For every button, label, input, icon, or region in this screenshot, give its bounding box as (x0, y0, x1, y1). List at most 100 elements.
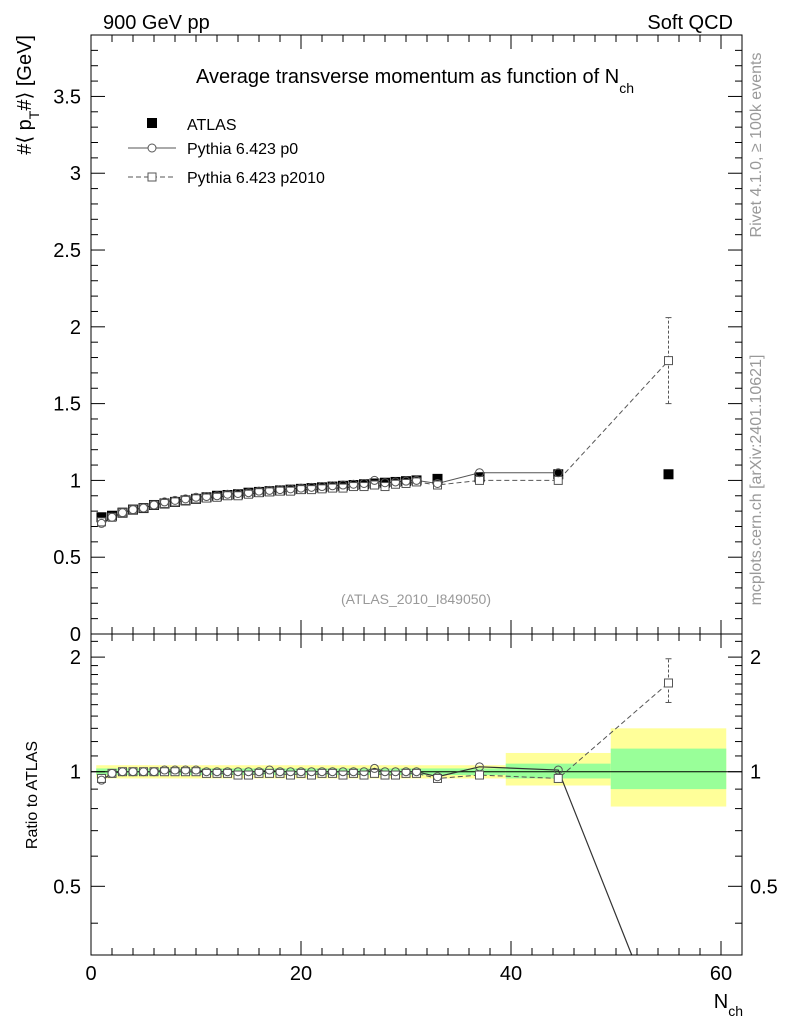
ratio-point-p0 (212, 767, 222, 777)
data-point-atlas (663, 469, 674, 480)
data-point-p2010 (317, 484, 327, 494)
x-tick-label: 40 (500, 963, 522, 985)
data-point-p0 (118, 508, 127, 518)
ratio-x-ticks: 0 20 40 60 (85, 634, 743, 985)
ratio-point-p2010 (433, 773, 442, 783)
ratio-point-p0 (412, 767, 421, 777)
ratio-y-axis-label: Ratio to ATLAS (24, 741, 41, 849)
data-point-p0 (107, 512, 117, 522)
main-y-tick-label: 1.5 (53, 394, 81, 416)
ratio-point-p0 (380, 767, 390, 777)
ratio-point-p0 (265, 765, 274, 775)
ratio-point-p0 (349, 767, 358, 777)
ratio-point-p2010 (391, 770, 400, 780)
ratio-point-p2010 (286, 770, 295, 780)
ratio-point-p2010 (664, 678, 673, 688)
legend-label-p2010: Pythia 6.423 p2010 (187, 170, 325, 187)
ratio-point-p0 (286, 767, 295, 777)
data-point-p2010 (307, 485, 316, 495)
legend-label-atlas: ATLAS (187, 117, 237, 134)
data-point-p0 (160, 497, 169, 507)
header-right: Soft QCD (647, 12, 733, 34)
header-left: 900 GeV pp (103, 12, 210, 34)
legend-marker-p0 (147, 143, 157, 153)
data-point-p0 (191, 492, 201, 502)
data-point-p2010 (553, 475, 563, 485)
ratio-point-p0 (307, 767, 316, 777)
x-tick-label: 20 (290, 963, 312, 985)
data-point-p0 (296, 483, 306, 493)
data-point-p0 (475, 468, 484, 478)
data-point-p2010 (359, 482, 369, 492)
ratio-line-p0 (101, 766, 633, 956)
data-point-p0 (170, 495, 180, 505)
data-point-p2010 (286, 486, 295, 496)
ratio-point-p0 (160, 765, 169, 775)
ratio-point-p0 (296, 767, 306, 777)
y-axis-label: #⟨ pT#⟩ [GeV] (14, 35, 42, 155)
data-point-p0 (202, 492, 211, 502)
data-point-p0 (391, 477, 400, 487)
ratio-band-inner (610, 748, 727, 790)
data-point-p0 (223, 489, 232, 499)
ratio-point-p2010 (380, 770, 390, 780)
data-point-p0 (275, 485, 285, 495)
main-y-tick-label: 0.5 (53, 547, 81, 569)
main-y-tick-label: 2.5 (53, 240, 81, 262)
main-y-ticks: 0 0.5 1 1.5 2 2.5 3 3.5 (53, 49, 742, 646)
ratio-y-tick-label-right: 0.5 (750, 876, 778, 898)
ratio-point-p0 (359, 767, 369, 777)
chart-title-sub: ch (619, 80, 634, 96)
data-point-p0 (307, 482, 316, 492)
ratio-point-p0 (401, 767, 411, 777)
ratio-point-p0 (191, 765, 201, 775)
ratio-y-tick-label-right: 1 (750, 762, 761, 784)
data-point-atlas (553, 469, 564, 480)
ratio-point-p0 (118, 767, 127, 777)
data-point-p0 (401, 476, 411, 486)
data-point-p0 (359, 478, 369, 488)
data-point-p0 (139, 503, 148, 513)
ratio-point-p0 (475, 762, 484, 772)
data-point-p0 (412, 475, 421, 485)
ratio-point-p0 (275, 767, 285, 777)
data-point-p0 (338, 480, 348, 490)
ratio-point-p2010 (370, 768, 379, 778)
ratio-point-p0 (233, 767, 243, 777)
x-tick-label: 0 (85, 963, 96, 985)
data-point-atlas (432, 473, 443, 484)
main-y-tick-label: 3.5 (53, 86, 81, 108)
ratio-point-p0 (328, 767, 337, 777)
ratio-point-p0 (553, 765, 563, 775)
ratio-point-p0 (181, 765, 190, 775)
ratio-point-p2010 (475, 770, 484, 780)
chart-title: Average transverse momentum as function … (196, 66, 634, 96)
data-point-p0 (254, 486, 264, 496)
y-axis-label-tail: #⟩ [GeV] (14, 35, 36, 111)
ratio-y-tick-label-right: 2 (750, 647, 761, 669)
ratio-point-p0 (370, 763, 379, 773)
data-point-p0 (128, 505, 138, 515)
main-series (96, 317, 674, 528)
series-line-p0 (101, 472, 559, 524)
ratio-point-p0 (391, 767, 400, 777)
main-panel: Average transverse momentum as function … (14, 34, 743, 646)
y-axis-label-main: #⟨ p (14, 119, 36, 155)
ratio-point-p0 (223, 767, 232, 777)
data-point-p0 (433, 478, 442, 488)
data-point-p2010 (391, 479, 400, 489)
data-point-p0 (370, 475, 379, 485)
legend-label-p0: Pythia 6.423 p0 (187, 141, 298, 158)
ratio-point-p2010 (359, 770, 369, 780)
x-axis-label: Nch (714, 991, 743, 1019)
data-point-p0 (380, 478, 390, 488)
ratio-panel: Ratio to ATLAS 0.5 0.5 1 1 2 2 0 20 40 60 Nch (24, 633, 778, 1019)
data-point-p2010 (328, 483, 337, 493)
ratio-point-p2010 (338, 770, 348, 780)
ratio-bands (96, 728, 727, 807)
data-point-p2010 (475, 475, 484, 485)
data-point-p0 (349, 479, 358, 489)
ratio-point-p2010 (97, 773, 106, 783)
ratio-point-p2010 (307, 770, 316, 780)
